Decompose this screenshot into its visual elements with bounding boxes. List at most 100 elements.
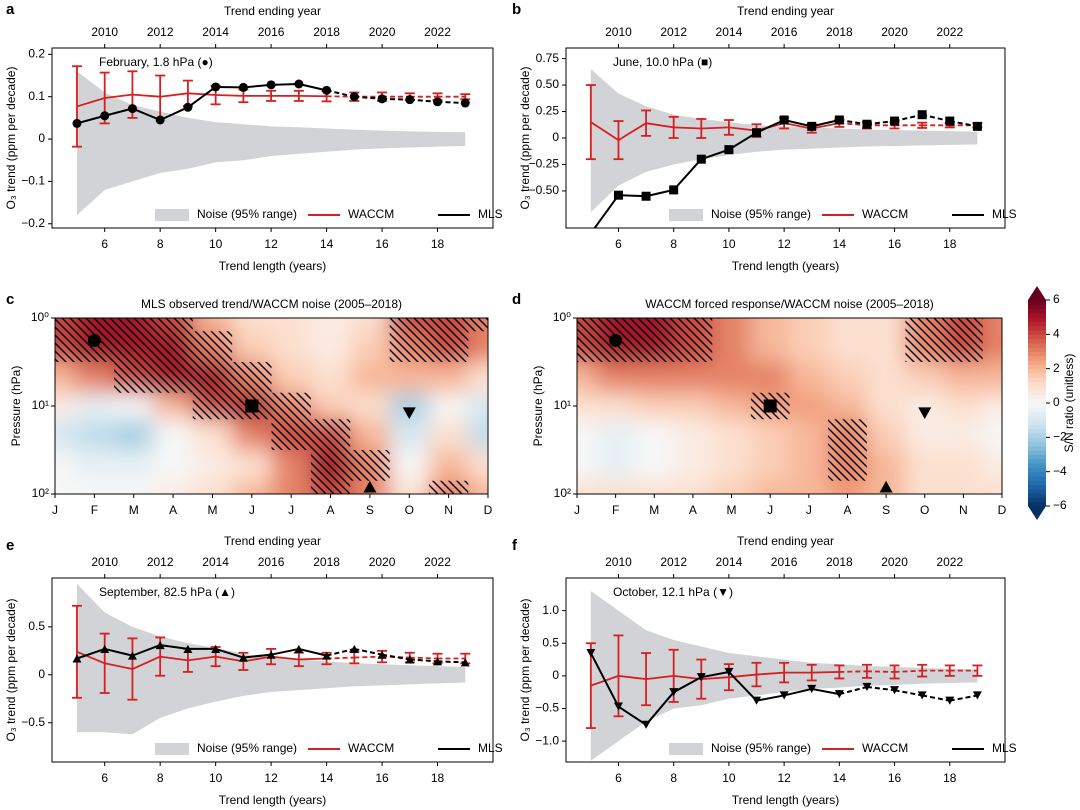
heat-cell: [271, 331, 312, 363]
heat-cell: [114, 450, 154, 482]
panel-letter: d: [512, 291, 521, 308]
significance-hatch: [271, 419, 311, 450]
colorbar-tick-label: 4: [1053, 327, 1060, 341]
y-tick-label: 0.1: [28, 89, 45, 103]
heat-cell: [232, 480, 272, 494]
colorbar-segment: [1028, 454, 1046, 460]
heat-cell: [310, 331, 351, 363]
location-marker: [363, 480, 377, 493]
colorbar-segment: [1028, 411, 1046, 417]
line-segment: [187, 86, 217, 109]
heat-cell: [596, 419, 636, 451]
x-tick-label: 12: [777, 237, 791, 251]
line-segment: [728, 131, 758, 151]
line-segment: [326, 89, 355, 98]
heat-cell: [712, 331, 752, 363]
line-segment: [866, 120, 895, 126]
line-segment: [187, 92, 216, 96]
significance-hatch: [577, 318, 597, 332]
panel-annotation: June, 10.0 hPa (■): [613, 55, 712, 69]
heat-cell: [982, 419, 1002, 451]
line-segment: [949, 694, 978, 702]
heat-cell: [428, 362, 469, 394]
plot-area: [55, 318, 488, 494]
heat-cell: [271, 450, 312, 482]
x-tick-label: F: [612, 503, 619, 517]
legend-label: WACCM: [348, 741, 394, 755]
significance-hatch: [428, 318, 469, 332]
data-point: [405, 95, 415, 105]
line-segment: [839, 122, 868, 127]
legend-label: Noise (95% range): [197, 741, 297, 755]
line-segment: [811, 119, 840, 128]
heat-cell: [232, 450, 272, 482]
line-segment: [76, 650, 106, 665]
line-segment: [866, 685, 895, 692]
line-segment: [894, 689, 923, 697]
data-point: [945, 696, 955, 705]
x-tick-label: J: [249, 503, 255, 517]
x-tick-label: 14: [833, 771, 847, 785]
x-tick-label: J: [288, 503, 294, 517]
line-segment: [617, 705, 647, 726]
heat-cell: [596, 480, 636, 494]
x-tick-label: 6: [615, 771, 622, 785]
colorbar-segment: [1028, 403, 1046, 408]
heat-cell: [577, 419, 597, 451]
data-point: [100, 111, 110, 121]
significance-hatch: [55, 318, 75, 332]
x-tick-label: S: [366, 503, 374, 517]
heat-cell: [866, 331, 906, 363]
data-point: [779, 115, 789, 125]
colorbar-segment: [1028, 304, 1046, 310]
colorbar-extend: [1028, 506, 1046, 520]
panel-annotation: February, 1.8 hPa (●): [99, 55, 213, 69]
location-marker: [879, 480, 893, 493]
y-axis-label: O₃ trend (ppm per decade): [4, 599, 18, 742]
x2-tick-label: 2016: [771, 555, 798, 569]
colorbar-segment: [1028, 424, 1046, 430]
y-tick-label: 10⁰: [553, 310, 571, 324]
x-tick-label: 12: [264, 237, 278, 251]
line-segment: [76, 647, 106, 660]
panel-letter: e: [6, 537, 14, 554]
y-tick-label: 10²: [554, 486, 571, 500]
colorbar-segment: [1028, 493, 1046, 498]
colorbar-segment: [1028, 351, 1046, 357]
line-segment: [187, 655, 216, 662]
x-tick-label: 18: [943, 237, 957, 251]
x-tick-label: N: [444, 503, 453, 517]
line-segment: [382, 97, 410, 101]
heat-cell: [828, 318, 868, 332]
colorbar-segment: [1028, 437, 1046, 443]
x2-tick-label: 2012: [660, 25, 687, 39]
data-point: [72, 118, 82, 128]
x-tick-label: 16: [375, 237, 389, 251]
x2-tick-label: 2020: [369, 25, 396, 39]
heat-cell: [596, 362, 636, 394]
legend-label: WACCM: [348, 207, 394, 221]
line-segment: [298, 83, 327, 92]
data-point: [460, 658, 470, 667]
plot-area: [585, 591, 983, 761]
heat-cell: [389, 450, 430, 482]
y-tick-label: 0.5: [28, 619, 45, 633]
line-segment: [701, 126, 729, 130]
colorbar-segment: [1028, 342, 1046, 348]
y-tick-label: 0.50: [536, 77, 560, 91]
data-point: [72, 654, 82, 663]
y-tick-label: 1.0: [542, 603, 559, 617]
legend-label: MLS: [992, 741, 1017, 755]
x-tick-label: A: [327, 503, 335, 517]
heat-cell: [350, 318, 391, 332]
plot-frame: [51, 47, 494, 229]
heat-cell: [789, 318, 829, 332]
line-segment: [437, 100, 466, 105]
significance-hatch: [55, 331, 75, 362]
colorbar-segment: [1028, 312, 1046, 318]
line-segment: [160, 92, 189, 98]
x2-tick-label: 2020: [881, 25, 908, 39]
significance-hatch: [310, 450, 351, 481]
x-tick-label: 10: [209, 771, 223, 785]
heat-cell: [468, 392, 488, 420]
